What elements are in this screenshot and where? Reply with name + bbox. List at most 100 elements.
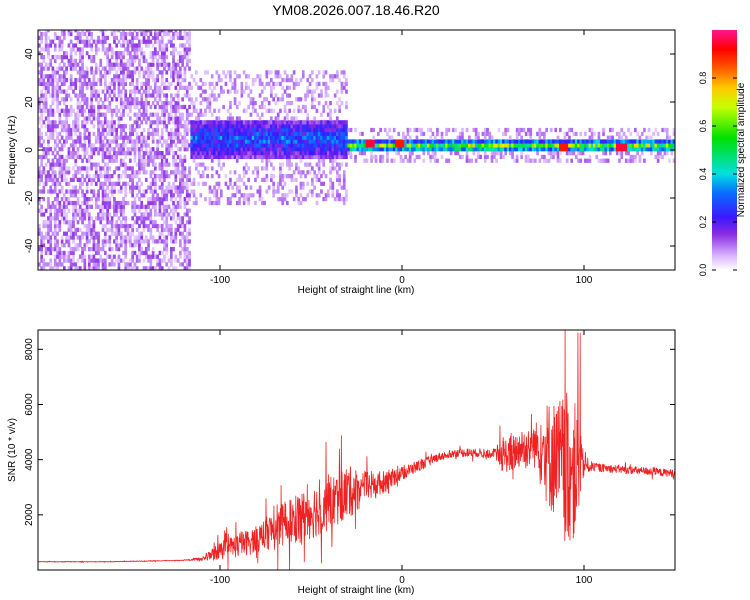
spectrogram-cell: [652, 139, 655, 144]
spectrogram-cell: [272, 189, 275, 194]
spectrogram-cell: [76, 170, 80, 175]
spectrogram-cell: [126, 262, 130, 267]
spectrogram-cell: [144, 120, 148, 125]
spectrogram-cell: [72, 254, 75, 259]
spectrogram-cell: [172, 35, 175, 41]
spectrogram-cell: [110, 112, 114, 117]
spectrogram-cell: [65, 254, 68, 259]
spectrogram-cell: [288, 93, 291, 98]
spectrogram-cell: [474, 147, 478, 152]
spectrogram-cell: [231, 135, 235, 140]
spectrogram-cell: [47, 62, 50, 67]
spectrogram-cell: [565, 158, 569, 163]
spectrogram-cell: [174, 47, 178, 52]
spectrogram-cell: [117, 151, 121, 156]
spectrogram-cell: [634, 139, 637, 144]
spectrogram-cell: [440, 135, 444, 140]
spectrogram-cell: [140, 162, 144, 167]
spectrogram-cell: [185, 212, 189, 217]
spectrogram-cell: [245, 143, 248, 148]
spectrogram-cell: [622, 143, 626, 148]
spectrogram-cell: [176, 127, 180, 133]
spectrogram-cell: [135, 78, 139, 83]
spectrogram-cell: [233, 120, 237, 125]
spectrogram-cell: [85, 231, 89, 236]
spectrogram-cell: [106, 193, 109, 198]
spectrogram-cell: [279, 97, 282, 102]
spectrogram-cell: [256, 189, 260, 194]
spectrogram-cell: [144, 212, 148, 217]
spectrogram-cell: [188, 120, 191, 125]
spectrogram-cell: [44, 66, 48, 71]
spectrogram-cell: [440, 147, 444, 152]
spectrogram-cell: [142, 166, 146, 171]
spectrogram-cell: [65, 197, 68, 202]
spectrogram-cell: [183, 235, 187, 240]
spectrogram-cell: [165, 262, 169, 267]
spectrogram-cell: [306, 143, 310, 148]
spectrogram-cell: [160, 162, 164, 167]
spectrogram-cell: [142, 143, 146, 148]
spectrogram-cell: [297, 166, 301, 171]
spectrogram-cell: [340, 85, 344, 90]
spectrogram-cell: [38, 81, 41, 87]
spectrogram-cell: [119, 231, 123, 236]
spectrogram-cell: [172, 31, 175, 37]
spectrogram-cell: [602, 131, 605, 137]
spectrogram-cell: [559, 143, 562, 148]
spectrogram-cell: [135, 174, 139, 179]
spectrogram-cell: [144, 158, 148, 163]
spectrogram-cell: [477, 131, 480, 137]
spectrogram-cell: [129, 101, 132, 106]
spectrogram-cell: [74, 189, 78, 194]
spectrogram-cell: [224, 154, 228, 160]
spectrogram-cell: [640, 147, 644, 152]
spectrogram-cell: [540, 154, 544, 160]
spectrogram-cell: [215, 81, 219, 87]
spectrogram-cell: [67, 220, 71, 225]
spectrogram-cell: [231, 193, 235, 198]
spectrogram-cell: [224, 135, 228, 140]
spectrogram-cell: [188, 220, 191, 225]
spectrogram-cell: [433, 154, 437, 160]
spectrogram-cell: [247, 131, 250, 137]
spectrogram-cell: [586, 139, 589, 144]
spectrogram-cell: [92, 247, 96, 252]
spectrogram-cell: [88, 30, 91, 33]
spectrogram-cell: [104, 250, 107, 256]
spectrogram-cell: [110, 185, 114, 190]
spectrogram-cell: [317, 143, 321, 148]
spectrogram-cell: [650, 135, 653, 140]
spectrogram-cell: [156, 39, 159, 44]
spectrogram-cell: [272, 181, 275, 186]
spectrogram-cell: [69, 97, 73, 102]
spectrogram-cell: [104, 262, 107, 267]
spectrogram-cell: [663, 143, 667, 148]
spectrogram-cell: [81, 124, 84, 129]
spectrogram-cell: [151, 158, 155, 163]
spectrogram-cell: [97, 266, 100, 270]
spectrogram-cell: [44, 85, 48, 90]
spectrogram-cell: [199, 108, 203, 113]
spectrogram-cell: [160, 258, 164, 263]
spectrogram-cell: [299, 193, 303, 198]
spectrogram-cell: [650, 147, 653, 152]
spectrogram-cell: [315, 85, 319, 90]
spectrogram-cell: [322, 197, 326, 202]
spectrogram-cell: [488, 135, 492, 140]
spectrogram-cell: [324, 135, 328, 140]
spectrogram-cell: [138, 216, 141, 221]
spectrogram-cell: [652, 143, 655, 148]
spectrogram-cell: [272, 174, 275, 179]
spectrogram-cell: [183, 47, 187, 52]
spectrogram-cell: [386, 154, 389, 160]
spectrogram-cell: [497, 147, 501, 152]
spectrogram-cell: [195, 124, 198, 129]
spectrogram-cell: [201, 139, 205, 144]
spectrogram-cell: [170, 116, 173, 121]
spectrogram-cell: [204, 154, 207, 160]
spectrogram-cell: [156, 154, 159, 160]
spectrogram-cell: [251, 81, 255, 87]
spectrogram-cell: [292, 131, 296, 137]
spectrogram-cell: [452, 139, 455, 144]
